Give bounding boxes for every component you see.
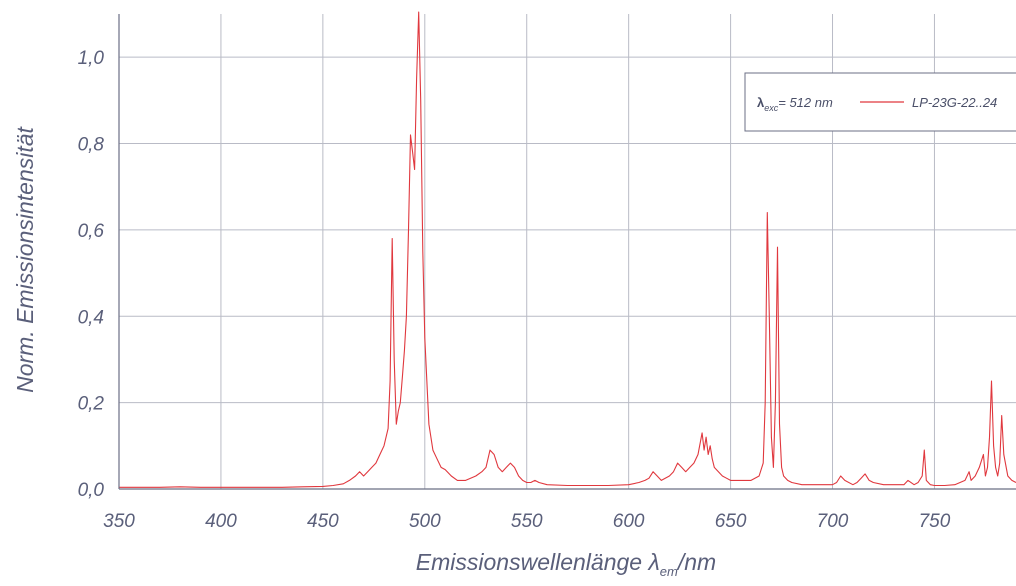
axes <box>118 14 1016 490</box>
x-tick-label: 400 <box>205 511 237 532</box>
y-tick-label: 1,0 <box>78 48 105 69</box>
x-tick-label: 500 <box>409 511 441 532</box>
x-tick-label: 600 <box>613 511 645 532</box>
y-tick-label: 0,6 <box>78 221 105 242</box>
y-tick-label: 0,2 <box>78 394 105 415</box>
y-tick-label: 0,4 <box>78 307 104 328</box>
series-layer <box>119 11 1016 488</box>
x-tick-label: 700 <box>817 511 849 532</box>
legend-excitation-annotation: λexc= 512 nm <box>757 95 833 113</box>
x-tick-label: 450 <box>307 511 339 532</box>
x-axis-title: Emissionswellenlänge λem/nm <box>416 549 716 579</box>
grid-lines <box>119 14 1016 489</box>
x-tick-labels: 350 400 450 500 550 600 650 700 750 <box>103 511 951 532</box>
series-line <box>119 11 1016 488</box>
x-tick-label: 750 <box>919 511 951 532</box>
y-axis-title: Norm. Emissionsintensität <box>12 125 38 392</box>
y-tick-labels: 0,0 0,2 0,4 0,6 0,8 1,0 <box>78 48 105 501</box>
x-tick-label: 650 <box>715 511 747 532</box>
x-tick-label: 350 <box>103 511 135 532</box>
x-tick-label: 550 <box>511 511 543 532</box>
y-tick-label: 0,0 <box>78 480 105 501</box>
legend-series-label: LP-23G-22..24 <box>912 95 997 110</box>
legend: λexc= 512 nm LP-23G-22..24 <box>744 72 1016 132</box>
y-tick-label: 0,8 <box>78 135 105 156</box>
